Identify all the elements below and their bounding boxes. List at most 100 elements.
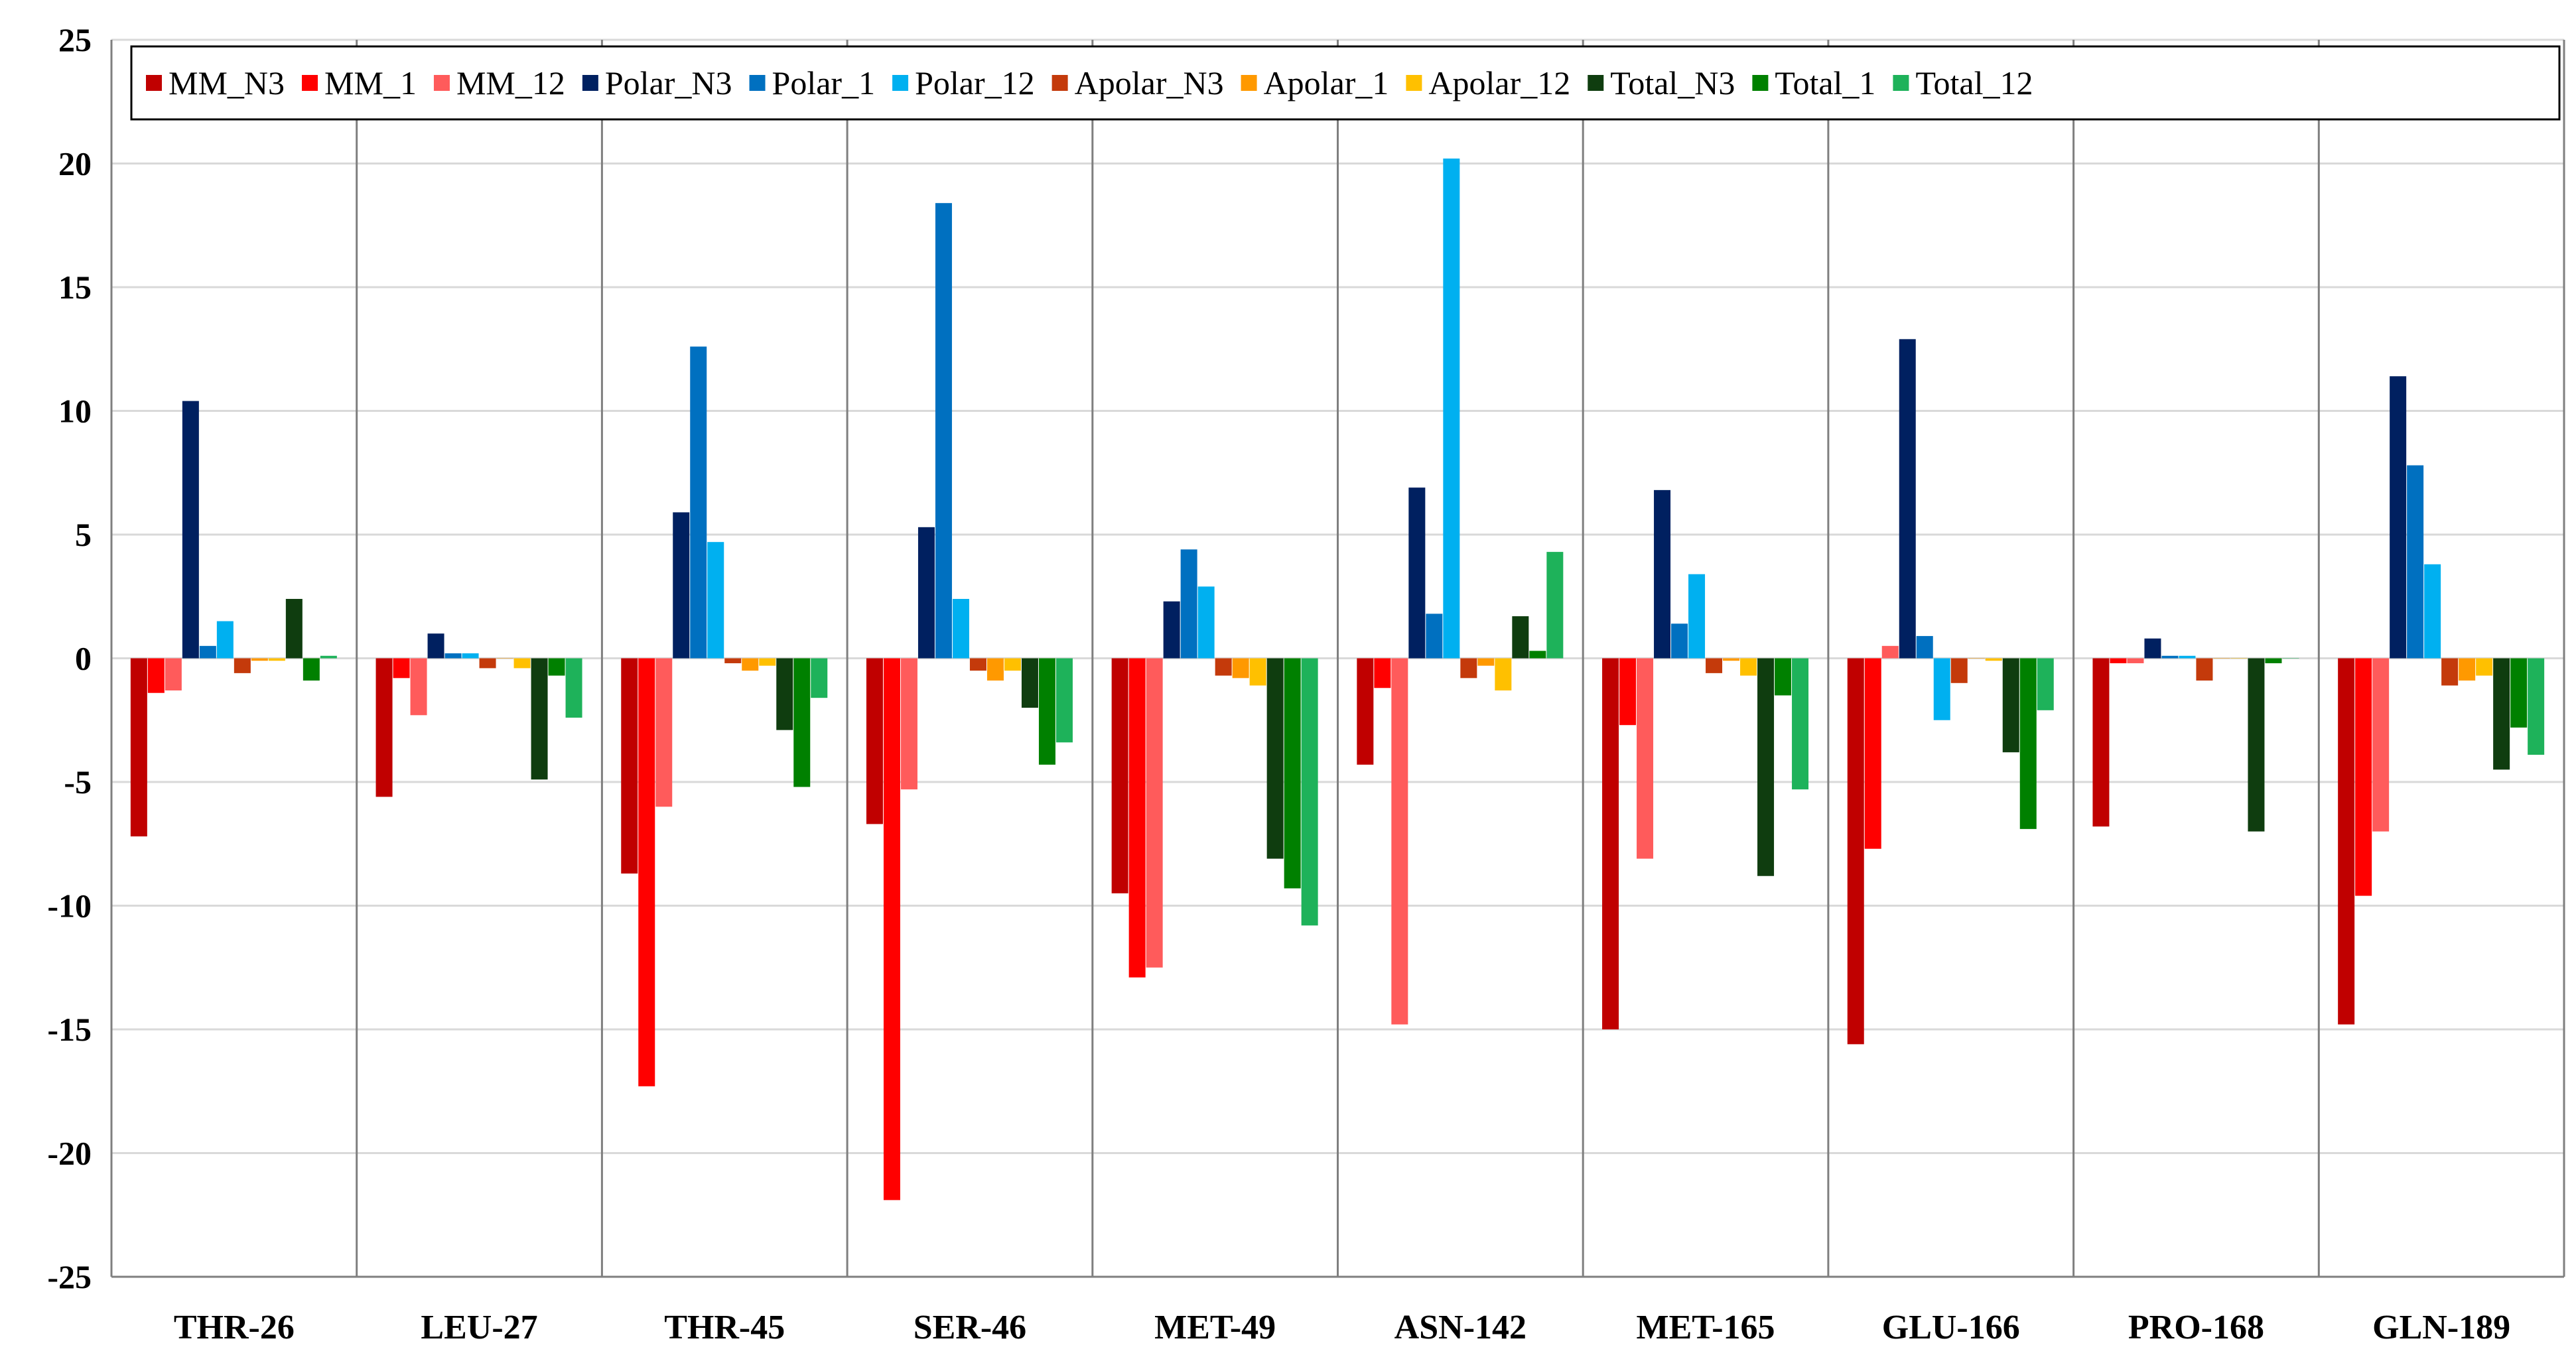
bar-polar-n3-gln-189 xyxy=(2390,376,2407,659)
bar-polar-12-met-49 xyxy=(1197,586,1215,659)
bar-mm-n3-met-49 xyxy=(1111,658,1128,893)
x-category-label: GLU-166 xyxy=(1882,1309,2020,1346)
bar-total-1-thr-26 xyxy=(303,658,320,681)
y-tick-label: 10 xyxy=(58,393,92,430)
legend-swatch xyxy=(582,75,598,91)
bar-polar-12-thr-26 xyxy=(216,621,234,659)
bar-total-n3-gln-189 xyxy=(2493,658,2510,770)
bar-polar-12-leu-27 xyxy=(462,653,479,659)
y-tick-label: 20 xyxy=(58,145,92,182)
category-separators xyxy=(356,40,2320,1277)
bar-apolar-n3-thr-45 xyxy=(724,658,742,663)
bar-mm-12-thr-26 xyxy=(165,658,182,690)
bar-polar-n3-thr-45 xyxy=(673,512,690,659)
bar-total-1-asn-142 xyxy=(1529,651,1546,659)
legend-label: Polar_N3 xyxy=(605,64,732,101)
y-tick-label: -5 xyxy=(64,763,92,801)
bar-mm-1-ser-46 xyxy=(883,658,900,1201)
bar-mm-n3-glu-166 xyxy=(1847,658,1864,1045)
legend-label: Total_1 xyxy=(1775,64,1875,101)
bar-mm-12-met-49 xyxy=(1146,658,1163,968)
bar-total-1-met-49 xyxy=(1284,658,1301,889)
legend: MM_N3 MM_1 MM_12 Polar_N3 Polar_1 Polar_12 Apo… xyxy=(130,45,2561,121)
legend-label: Polar_1 xyxy=(772,64,876,101)
legend-swatch xyxy=(302,75,318,91)
bar-polar-n3-ser-46 xyxy=(917,527,935,659)
legend-swatch xyxy=(146,75,162,91)
legend-label: Apolar_N3 xyxy=(1075,64,1224,101)
bar-polar-12-gln-189 xyxy=(2424,564,2441,659)
bar-polar-n3-glu-166 xyxy=(1899,339,1916,659)
bar-mm-1-met-49 xyxy=(1128,658,1146,978)
bar-apolar-n3-asn-142 xyxy=(1460,658,1477,679)
legend-label: Total_12 xyxy=(1915,64,2033,101)
bar-polar-n3-thr-26 xyxy=(182,401,199,659)
bar-apolar-12-gln-189 xyxy=(2476,658,2493,676)
bar-mm-1-glu-166 xyxy=(1864,658,1881,849)
legend-swatch xyxy=(1752,75,1769,91)
bar-total-12-leu-27 xyxy=(565,658,582,718)
y-tick-label: -25 xyxy=(47,1258,92,1295)
y-tick-label: 25 xyxy=(58,21,92,58)
legend-label: Polar_12 xyxy=(915,64,1035,101)
bar-total-n3-leu-27 xyxy=(531,658,548,780)
bar-mm-12-pro-168 xyxy=(2127,658,2144,663)
legend-box xyxy=(130,45,2561,121)
bar-apolar-n3-met-49 xyxy=(1215,658,1232,676)
bar-polar-12-thr-45 xyxy=(707,542,724,659)
bar-mm-n3-asn-142 xyxy=(1357,658,1374,765)
legend-swatch xyxy=(1406,75,1422,91)
bar-mm-1-asn-142 xyxy=(1374,658,1391,688)
bar-total-n3-thr-26 xyxy=(285,598,303,659)
legend-swatch xyxy=(749,75,766,91)
bar-apolar-n3-ser-46 xyxy=(969,658,986,671)
bar-apolar-12-met-49 xyxy=(1249,658,1266,686)
bar-total-12-met-165 xyxy=(1792,658,1809,790)
bar-mm-12-gln-189 xyxy=(2372,658,2390,832)
bar-total-1-glu-166 xyxy=(2019,658,2037,829)
y-tick-label: 15 xyxy=(58,269,92,306)
legend-swatch xyxy=(1588,75,1604,91)
bar-mm-1-leu-27 xyxy=(393,658,410,679)
bar-apolar-1-gln-189 xyxy=(2459,658,2476,681)
bar-total-n3-thr-45 xyxy=(776,658,793,730)
legend-swatch xyxy=(1893,75,1909,91)
x-category-label: GLN-189 xyxy=(2372,1309,2510,1346)
bar-polar-1-glu-166 xyxy=(1916,635,1933,659)
bar-mm-12-thr-45 xyxy=(655,658,673,807)
bar-apolar-1-asn-142 xyxy=(1477,658,1495,666)
bar-polar-1-met-165 xyxy=(1671,623,1688,659)
bar-polar-12-ser-46 xyxy=(952,598,969,659)
bar-polar-n3-pro-168 xyxy=(2144,638,2161,659)
bar-polar-1-ser-46 xyxy=(935,203,952,659)
bar-polar-12-met-165 xyxy=(1688,574,1706,659)
bar-mm-12-ser-46 xyxy=(900,658,917,790)
legend-label: MM_1 xyxy=(324,64,417,101)
bar-mm-12-met-165 xyxy=(1637,658,1654,859)
y-tick-label: -15 xyxy=(47,1011,92,1048)
legend-label: MM_12 xyxy=(456,64,565,101)
bar-mm-1-pro-168 xyxy=(2110,658,2127,663)
bar-mm-n3-pro-168 xyxy=(2092,658,2110,827)
bar-total-1-leu-27 xyxy=(548,658,565,676)
bar-polar-1-gln-189 xyxy=(2407,465,2424,659)
bar-polar-n3-met-165 xyxy=(1654,489,1671,659)
bar-polar-1-asn-142 xyxy=(1426,614,1443,659)
bar-total-12-met-49 xyxy=(1301,658,1318,926)
x-category-label: MET-165 xyxy=(1637,1309,1775,1346)
bar-polar-n3-met-49 xyxy=(1163,601,1180,659)
bar-apolar-1-met-165 xyxy=(1723,658,1740,661)
bar-polar-1-met-49 xyxy=(1180,549,1197,659)
bar-total-12-ser-46 xyxy=(1055,658,1073,743)
bar-total-1-met-165 xyxy=(1775,658,1792,696)
bar-mm-n3-thr-26 xyxy=(130,658,147,837)
bar-total-n3-met-165 xyxy=(1757,658,1775,876)
bar-total-n3-ser-46 xyxy=(1021,658,1038,708)
legend-label: Apolar_1 xyxy=(1264,64,1389,101)
legend-swatch xyxy=(1241,75,1257,91)
bar-apolar-12-thr-45 xyxy=(759,658,776,666)
bar-apolar-12-met-165 xyxy=(1740,658,1757,676)
y-tick-label: -10 xyxy=(47,887,92,925)
bar-total-n3-met-49 xyxy=(1266,658,1284,859)
